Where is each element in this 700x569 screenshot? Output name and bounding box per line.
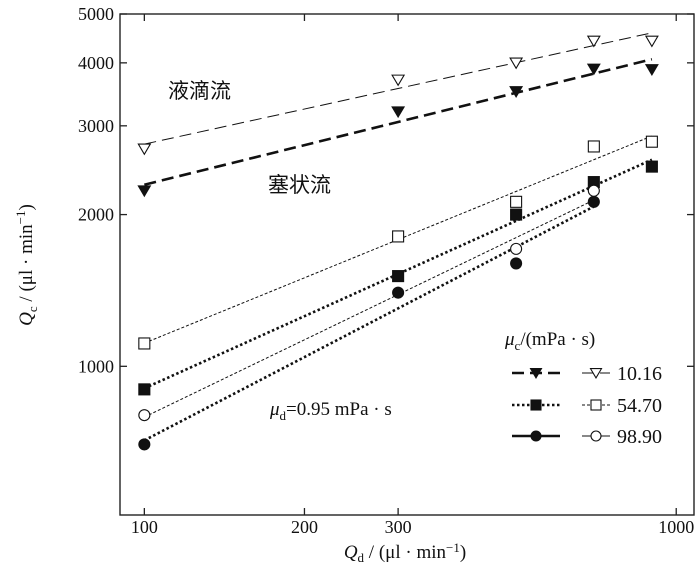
- data-point-series-3: [510, 195, 523, 208]
- fit-line-series-3: [144, 135, 653, 344]
- legend-marker-series-1: [589, 368, 603, 380]
- data-point-series-0: [137, 185, 152, 198]
- data-point-series-1: [586, 35, 601, 48]
- x-axis-label: Qd / (μl · min−1): [344, 540, 466, 564]
- legend-label-10-16: 10.16: [617, 363, 662, 385]
- data-point-series-1: [509, 57, 524, 70]
- data-points: [137, 35, 659, 451]
- axis-ticks: 100 200 300 1000 1000 2000 3000 4000 5000: [78, 4, 694, 537]
- legend-title: μc/(mPa · s): [504, 329, 595, 353]
- legend-marker-series-3: [590, 399, 602, 411]
- legend-marker-series-0: [529, 368, 543, 380]
- data-point-series-0: [586, 63, 601, 76]
- annotation-droplet-flow: 液滴流: [168, 79, 231, 103]
- y-tick-label: 3000: [78, 116, 114, 136]
- data-point-series-2: [392, 270, 405, 283]
- data-point-series-2: [138, 383, 151, 396]
- y-tick-label: 5000: [78, 4, 114, 24]
- data-point-series-5: [587, 184, 600, 197]
- data-point-series-5: [510, 242, 523, 255]
- data-point-series-4: [392, 286, 405, 299]
- fit-line-series-5: [144, 199, 595, 418]
- x-tick-label: 300: [385, 517, 412, 537]
- data-point-series-4: [138, 438, 151, 451]
- data-point-series-0: [391, 106, 406, 119]
- x-tick-label: 100: [131, 517, 158, 537]
- fit-line-series-1: [144, 32, 652, 145]
- x-tick-label: 200: [291, 517, 318, 537]
- legend-marker-series-5: [590, 430, 602, 442]
- mu-d-sub: d: [280, 408, 287, 423]
- data-point-series-3: [138, 337, 151, 350]
- legend: μc/(mPa · s) 10.16 54.70 98.90: [504, 329, 662, 448]
- data-point-series-2: [510, 208, 523, 221]
- data-point-series-2: [645, 160, 658, 173]
- annotation-slug-flow: 塞状流: [268, 173, 331, 197]
- legend-label-54-70: 54.70: [617, 395, 662, 417]
- data-point-series-3: [392, 230, 405, 243]
- y-tick-label: 1000: [78, 356, 114, 376]
- data-point-series-4: [510, 257, 523, 270]
- annotation-mu-d: μd=0.95 mPa · s: [269, 399, 392, 423]
- data-point-series-5: [138, 409, 151, 422]
- data-point-series-1: [137, 143, 152, 156]
- data-point-series-0: [644, 64, 659, 76]
- y-axis-label: Qc / (μl · min−1): [13, 204, 40, 326]
- data-point-series-3: [587, 140, 600, 153]
- mu-d-text: =0.95 mPa · s: [286, 399, 392, 420]
- data-point-series-4: [587, 195, 600, 208]
- data-point-series-1: [644, 35, 659, 48]
- mu-d-symbol: μ: [269, 399, 280, 420]
- y-tick-label: 4000: [78, 53, 114, 73]
- legend-marker-series-4: [530, 430, 542, 442]
- legend-label-98-90: 98.90: [617, 426, 662, 448]
- y-tick-label: 2000: [78, 205, 114, 225]
- legend-marker-series-2: [530, 399, 542, 411]
- data-point-series-0: [509, 86, 524, 98]
- fit-line-series-0: [144, 57, 653, 186]
- data-point-series-3: [645, 135, 658, 148]
- plot-frame: [119, 13, 695, 516]
- data-point-series-1: [391, 74, 406, 87]
- x-tick-label: 1000: [658, 517, 694, 537]
